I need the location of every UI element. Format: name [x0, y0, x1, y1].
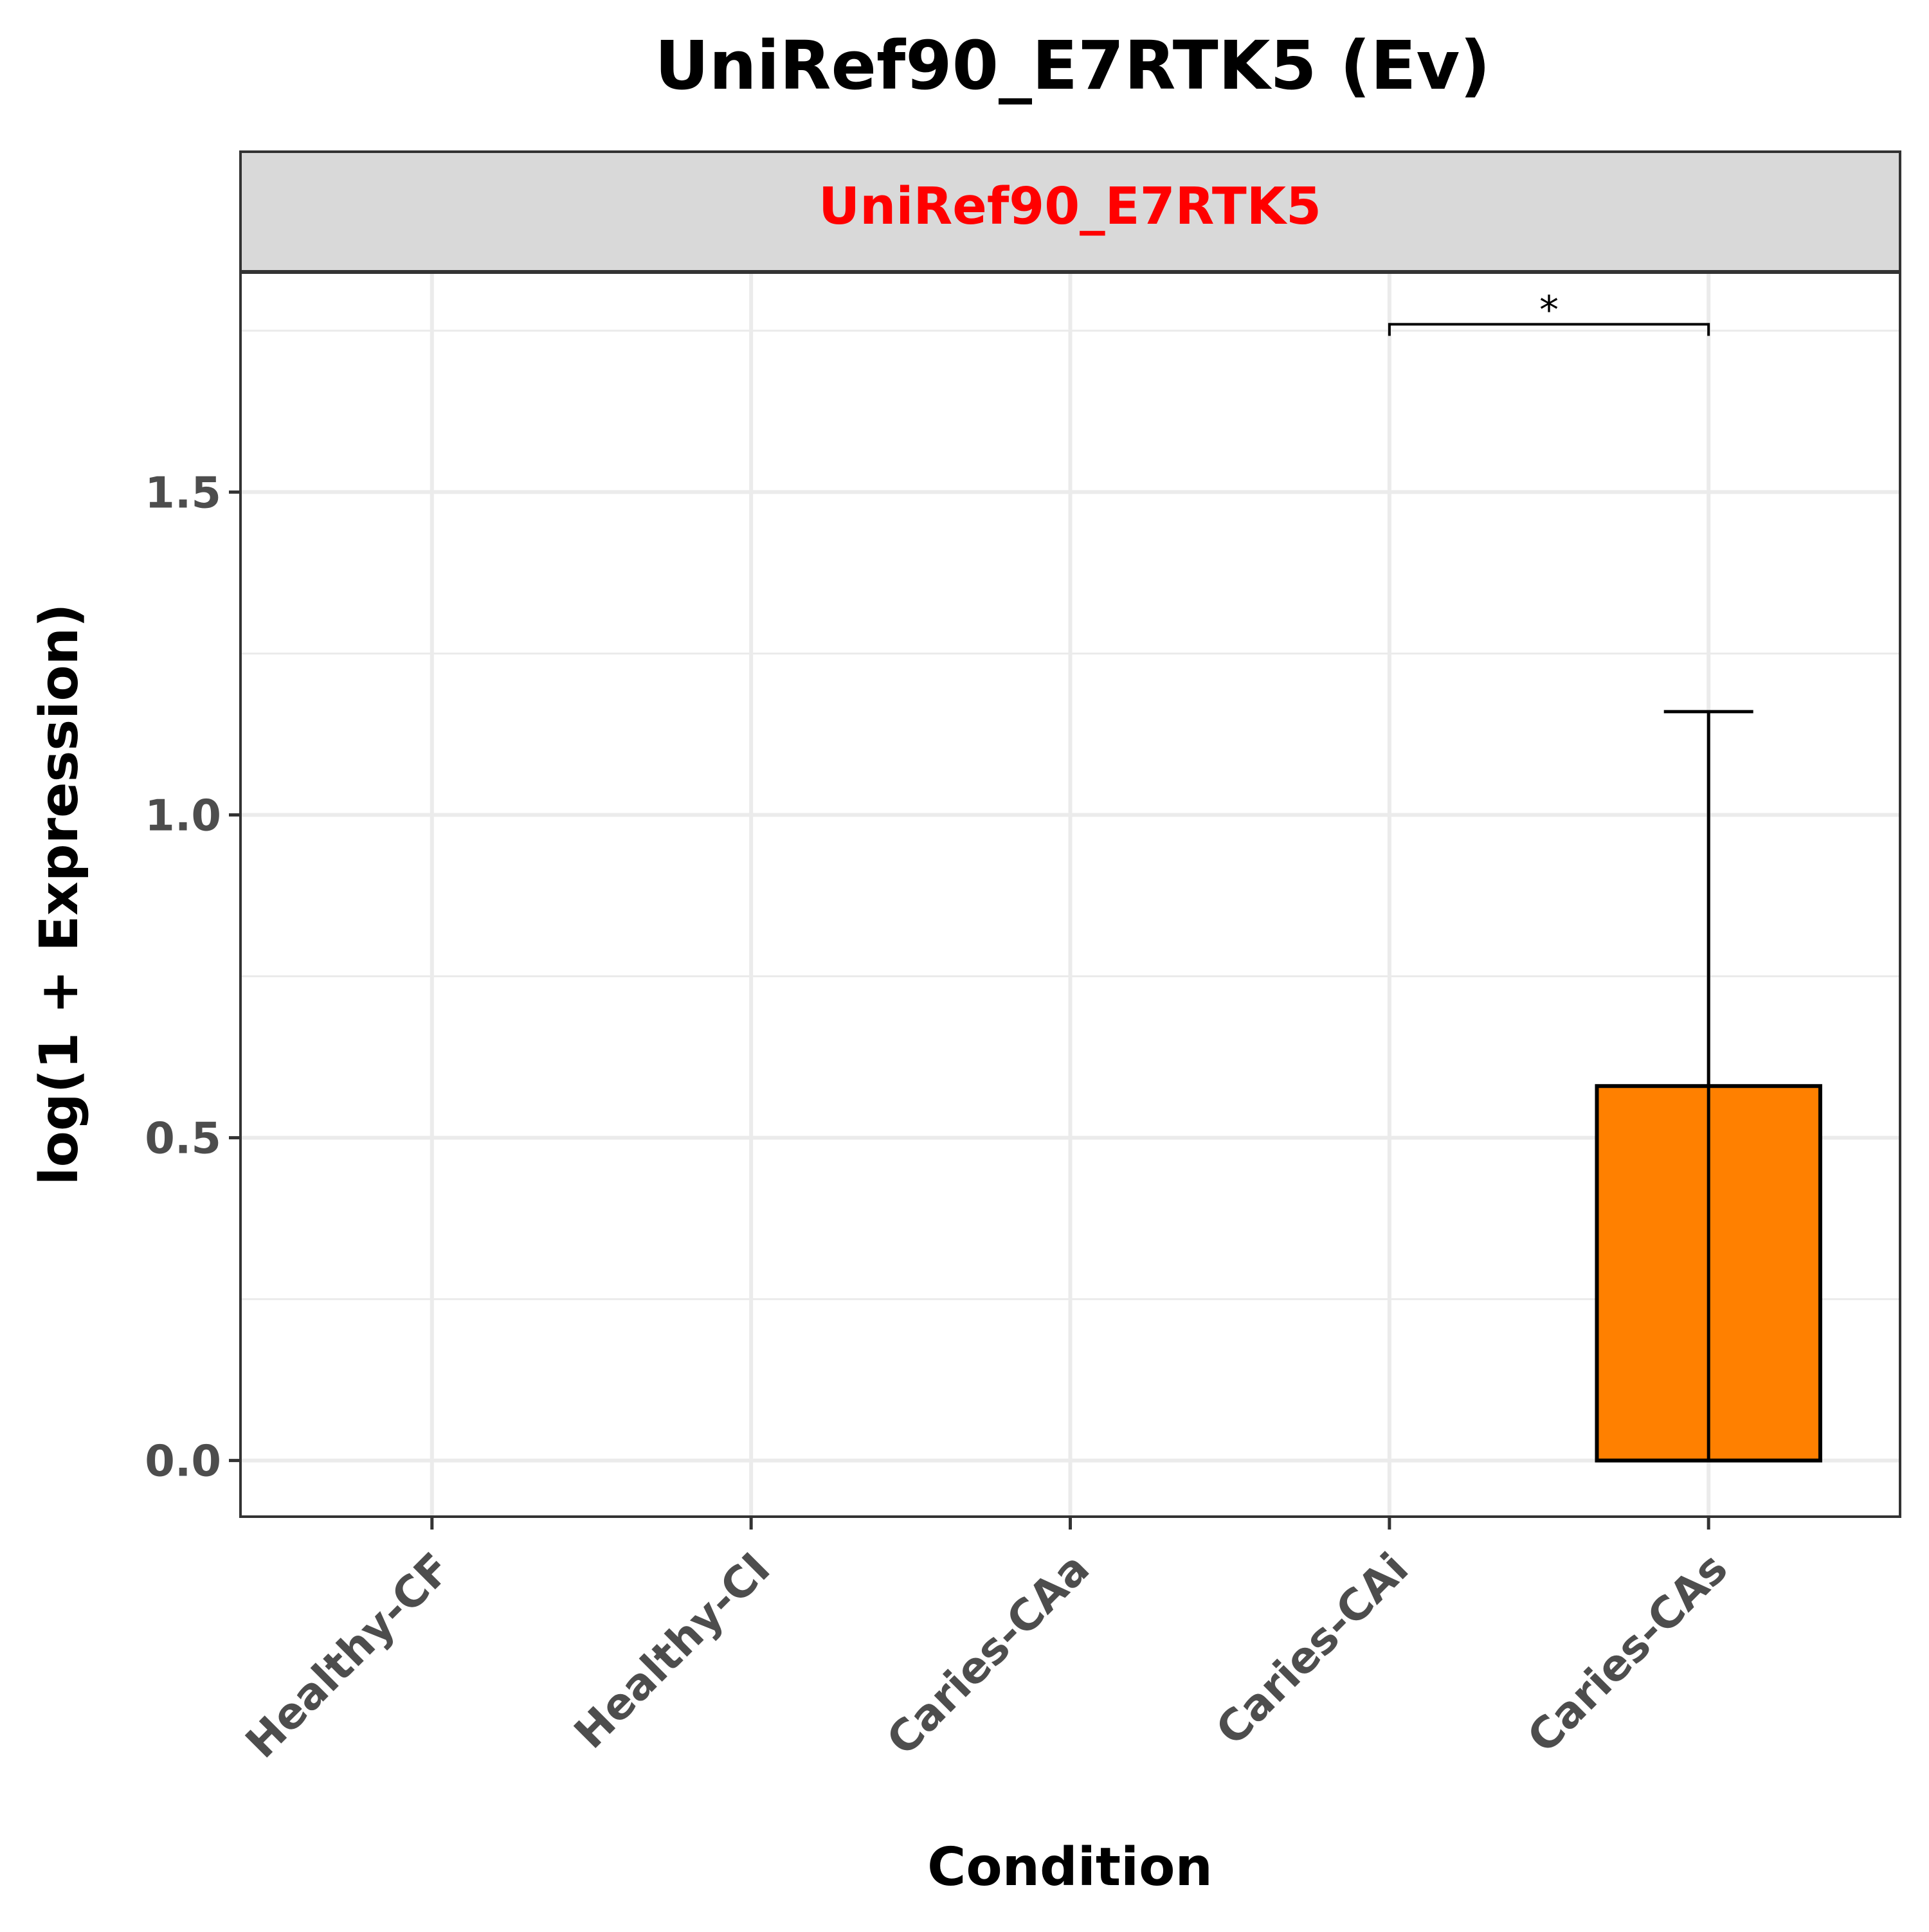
significance-bracket	[1388, 323, 1710, 336]
y-axis-title: log(1 + Expression)	[29, 603, 90, 1185]
facet-strip-label: UniRef90_E7RTK5	[819, 177, 1321, 236]
significance-label: *	[1539, 287, 1559, 332]
chart-title: UniRef90_E7RTK5 (Ev)	[655, 26, 1490, 105]
bars	[1595, 710, 1822, 1463]
facet-strip	[239, 150, 1901, 273]
y-tick-label: 1.0	[145, 790, 221, 840]
y-tick-label: 0.5	[145, 1114, 221, 1164]
significance-annotations: *	[1388, 287, 1710, 336]
y-tick-label: 0.0	[145, 1436, 221, 1486]
y-tick-label: 1.5	[145, 467, 221, 518]
x-axis-title: Condition	[927, 1837, 1213, 1898]
